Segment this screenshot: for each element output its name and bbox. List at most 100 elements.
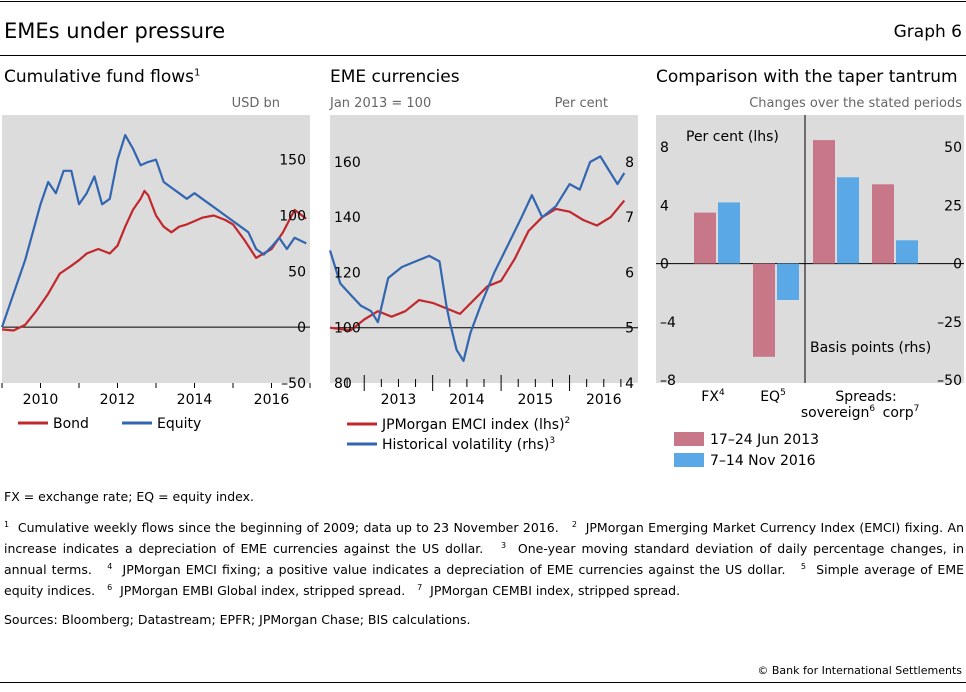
panel1-ytick: 150 (279, 153, 306, 169)
panel2-ytick-left: 160 (334, 155, 361, 171)
panel1-xtick-label: 2012 (100, 392, 136, 408)
header-rule (0, 55, 966, 56)
panel3-unit: Changes over the stated periods (749, 96, 962, 111)
fn1-text: Cumulative weekly flows since the beginn… (17, 520, 559, 536)
panel2-ytick-right: 8 (625, 155, 634, 171)
fn4-num: 4 (107, 562, 113, 572)
legend-vol-text: Historical volatility (rhs) (382, 437, 549, 453)
fn7-num: 7 (417, 583, 423, 593)
panel2-xtick-label: 2015 (518, 392, 554, 408)
panel1-ytick: 100 (279, 209, 306, 225)
panel1-xtick-label: 2014 (177, 392, 213, 408)
copyright: © Bank for International Settlements (757, 664, 962, 677)
legend-2013-label: 17–24 Jun 2013 (710, 432, 819, 448)
legend-2016-label: 7–14 Nov 2016 (710, 453, 816, 469)
legend-emci-label: JPMorgan EMCI index (lhs)2 (381, 416, 570, 433)
bar-EQ-2013 (753, 263, 775, 357)
panel1-series-equity (0, 134, 307, 328)
panel2-xtick-label: 2013 (381, 392, 417, 408)
panel1-ytick: 50 (288, 264, 306, 280)
fn5-text: Simple average of EME equity indices. (4, 562, 965, 599)
fn5-num: 5 (800, 562, 806, 572)
category-EQ-text: EQ (760, 389, 780, 405)
panel3-title: Comparison with the taper tantrum (656, 67, 958, 87)
panel1-lines (0, 134, 310, 332)
panel2-x-ticks: 2013 2014 2015 2016 (346, 375, 622, 408)
page-title: EMEs under pressure (4, 19, 226, 43)
abbreviations: FX = exchange rate; EQ = equity index. (4, 489, 254, 504)
bar-EQ-2016 (777, 263, 799, 300)
panel2-ytick-left: 140 (334, 210, 361, 226)
category-EQ-sup: 5 (780, 388, 786, 398)
fn6-num: 6 (107, 583, 113, 593)
fn1-num: 1 (4, 520, 10, 529)
panel2-ytick-right: 5 (625, 321, 634, 337)
panel3-ytick-left: 4 (660, 198, 669, 214)
category-sovereign-sup: 6 (869, 404, 875, 414)
panel2-left-unit: Jan 2013 = 100 (330, 96, 432, 111)
panel3-ytick-left: –8 (660, 373, 676, 389)
panel1-title-text: Cumulative fund flows (4, 67, 195, 87)
panel1-series-bond (1, 189, 307, 332)
panel3-ytick-left: 0 (660, 257, 669, 273)
panel3-legend: 17–24 Jun 2013 7–14 Nov 2016 (674, 432, 819, 469)
category-sovereign: sovereign6 (801, 404, 875, 421)
panel2-ytick-left: 120 (334, 265, 361, 281)
panel1-ytick: 0 (297, 320, 306, 336)
spreads-label: Spreads: (835, 389, 896, 405)
panel3-ytick-right: 0 (953, 257, 962, 273)
panel1-ytick: –50 (281, 376, 306, 392)
graph-label: Graph 6 (893, 22, 962, 42)
fn2-num: 2 (571, 520, 577, 529)
category-sovereign-text: sovereign (801, 405, 869, 421)
legend-emci-text: JPMorgan EMCI index (lhs) (381, 417, 565, 433)
panel3-ytick-left: 8 (660, 140, 669, 156)
panel2-ytick-right: 7 (625, 210, 634, 226)
bar-corp-2013 (872, 184, 894, 264)
panel3-ytick-right: 50 (944, 140, 962, 156)
legend-vol-label: Historical volatility (rhs)3 (382, 436, 555, 453)
bar-corp-2016 (896, 240, 918, 264)
panel2-series-emci (329, 199, 626, 332)
legend-2013-swatch (674, 432, 704, 446)
sources: Sources: Bloomberg; Datastream; EPFR; JP… (4, 611, 471, 627)
fn4-text: JPMorgan EMCI fixing; a positive value i… (122, 562, 786, 578)
panel1-plot-area (2, 115, 310, 383)
panel3-rhs-label: Basis points (rhs) (810, 340, 931, 356)
bar-FX-2013 (694, 212, 716, 264)
category-EQ: EQ5 (760, 388, 786, 405)
category-FX-sup: 4 (719, 388, 725, 398)
notes-section: FX = exchange rate; EQ = equity index. 1… (4, 488, 964, 639)
legend-emci-sup: 2 (565, 416, 571, 426)
panel1-legend: Bond Equity (18, 416, 201, 432)
panel2-ytick-left: 100 (334, 321, 361, 337)
fn7-text: JPMorgan CEMBI index, stripped spread. (430, 583, 681, 599)
bar-sovereign-2013 (813, 140, 835, 264)
panel2-ytick-left: 80 (334, 376, 352, 392)
category-corp: corp7 (883, 404, 920, 421)
panel2-ytick-right: 6 (625, 265, 634, 281)
panel3-ytick-right: 25 (944, 198, 962, 214)
legend-vol-sup: 3 (549, 436, 555, 446)
fn3-num: 3 (500, 541, 507, 551)
category-FX: FX4 (701, 388, 725, 405)
legend-2016-swatch (674, 453, 704, 467)
panel2-title: EME currencies (330, 67, 460, 87)
panel3-lhs-label: Per cent (lhs) (686, 129, 779, 145)
panel2-legend: JPMorgan EMCI index (lhs)2 Historical vo… (347, 416, 570, 453)
panel2-lines (328, 155, 638, 362)
panel1-title: Cumulative fund flows1 (4, 67, 200, 87)
panel3-y-ticks: 8 4 0 –4 –8 50 25 0 –25 –50 (660, 140, 962, 389)
panel3-ytick-left: –4 (660, 315, 676, 331)
category-corp-sup: 7 (914, 404, 920, 414)
panel2-right-unit: Per cent (554, 96, 608, 111)
panel1-xtick-label: 2016 (254, 392, 290, 408)
panel2-xtick-label: 2016 (586, 392, 622, 408)
panel3-ytick-right: –25 (937, 315, 962, 331)
bar-sovereign-2016 (837, 177, 859, 264)
panel2-series-volatility (328, 155, 626, 362)
panel2-ytick-right: 4 (625, 376, 634, 392)
top-rule (0, 1, 966, 2)
